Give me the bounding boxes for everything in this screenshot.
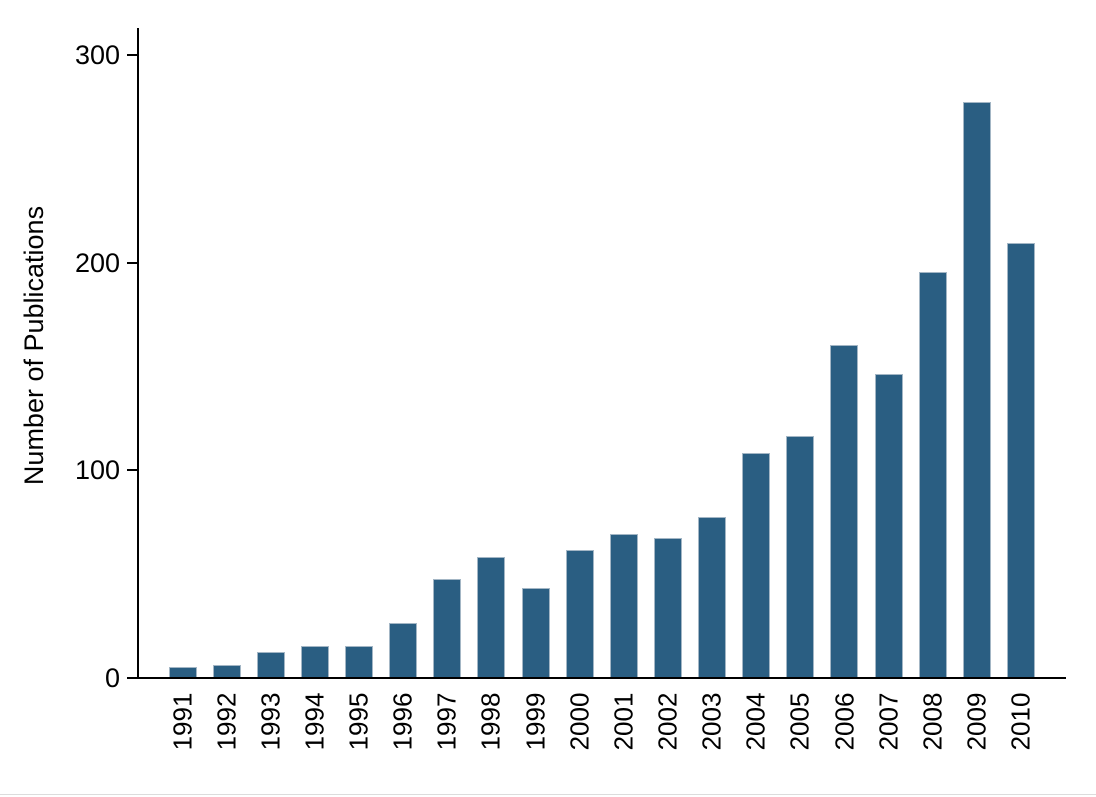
x-tick-label-1992: 1992 [211,692,242,750]
bar-2010 [1006,243,1035,677]
x-tick-label-1991: 1991 [167,692,197,750]
x-tick-label-1998: 1998 [475,692,506,750]
y-axis-title-container: Number of Publications [6,195,64,495]
x-tick-label-container-1994: 1994 [299,690,331,752]
x-tick-label-container-1998: 1998 [475,690,507,752]
y-tick-label: 100 [74,455,120,486]
bar-1991 [168,667,197,677]
x-tick-label-1995: 1995 [343,692,374,750]
x-tick-label-container-1996: 1996 [387,690,419,752]
x-tick-label-container-2000: 2000 [564,690,596,752]
y-tick-label: 300 [74,40,120,70]
bar-2009 [962,102,991,677]
bar-2000 [565,550,594,677]
y-tick-label: 200 [74,247,120,278]
x-tick-label-2007: 2007 [873,692,904,750]
x-tick-label-container-1995: 1995 [343,690,375,752]
y-tick-mark [127,677,137,679]
x-tick-label-2004: 2004 [740,692,771,750]
bar-1998 [477,557,506,677]
x-tick-label-container-1992: 1992 [211,690,243,752]
x-tick-label-container-1991: 1991 [167,690,199,752]
x-tick-label-container-1997: 1997 [431,690,463,752]
bar-1999 [521,588,550,677]
x-tick-label-1996: 1996 [387,692,418,750]
x-tick-label-2009: 2009 [961,692,992,750]
bar-2004 [742,453,771,677]
x-tick-label-2006: 2006 [828,692,859,750]
x-tick-label-2003: 2003 [696,692,727,750]
x-tick-label-container-2006: 2006 [828,690,860,752]
x-tick-label-container-2001: 2001 [608,690,640,752]
x-tick-label-container-2010: 2010 [1005,690,1037,752]
x-tick-label-container-2008: 2008 [917,690,949,752]
x-axis-line [137,677,1066,679]
bar-2002 [653,538,682,677]
bar-1992 [212,665,241,677]
bar-1997 [433,579,462,677]
bar-2003 [698,517,727,677]
y-tick-mark [127,54,137,56]
x-tick-label-container-2009: 2009 [961,690,993,752]
x-tick-label-1993: 1993 [255,692,286,750]
x-tick-label-container-1999: 1999 [520,690,552,752]
bar-2001 [609,534,638,677]
y-tick-mark [127,261,137,264]
x-tick-label-2005: 2005 [784,692,815,750]
x-tick-label-2001: 2001 [608,692,639,750]
bar-1994 [300,646,329,677]
x-tick-label-1994: 1994 [299,692,330,750]
x-tick-label-container-2002: 2002 [652,690,684,752]
bar-1995 [345,646,374,677]
x-tick-label-container-2007: 2007 [873,690,905,752]
x-tick-label-2008: 2008 [917,692,948,750]
bar-2005 [786,436,815,677]
x-tick-label-container-2005: 2005 [784,690,816,752]
bar-2008 [918,272,947,677]
x-tick-label-1999: 1999 [520,692,551,750]
y-tick-label: 0 [104,663,120,693]
image-bottom-border [0,794,1096,795]
x-tick-label-container-2004: 2004 [740,690,772,752]
bar-2006 [830,345,859,677]
x-tick-label-2010: 2010 [1005,692,1036,750]
bar-1993 [256,652,285,677]
bar-1996 [389,623,418,677]
x-tick-label-container-2003: 2003 [696,690,728,752]
x-tick-label-container-1993: 1993 [255,690,287,752]
bar-2007 [874,374,903,677]
x-tick-label-2002: 2002 [652,692,683,750]
x-tick-label-1997: 1997 [431,692,462,750]
y-axis-line [137,28,139,679]
y-tick-mark [127,469,137,472]
x-tick-label-2000: 2000 [564,692,595,750]
